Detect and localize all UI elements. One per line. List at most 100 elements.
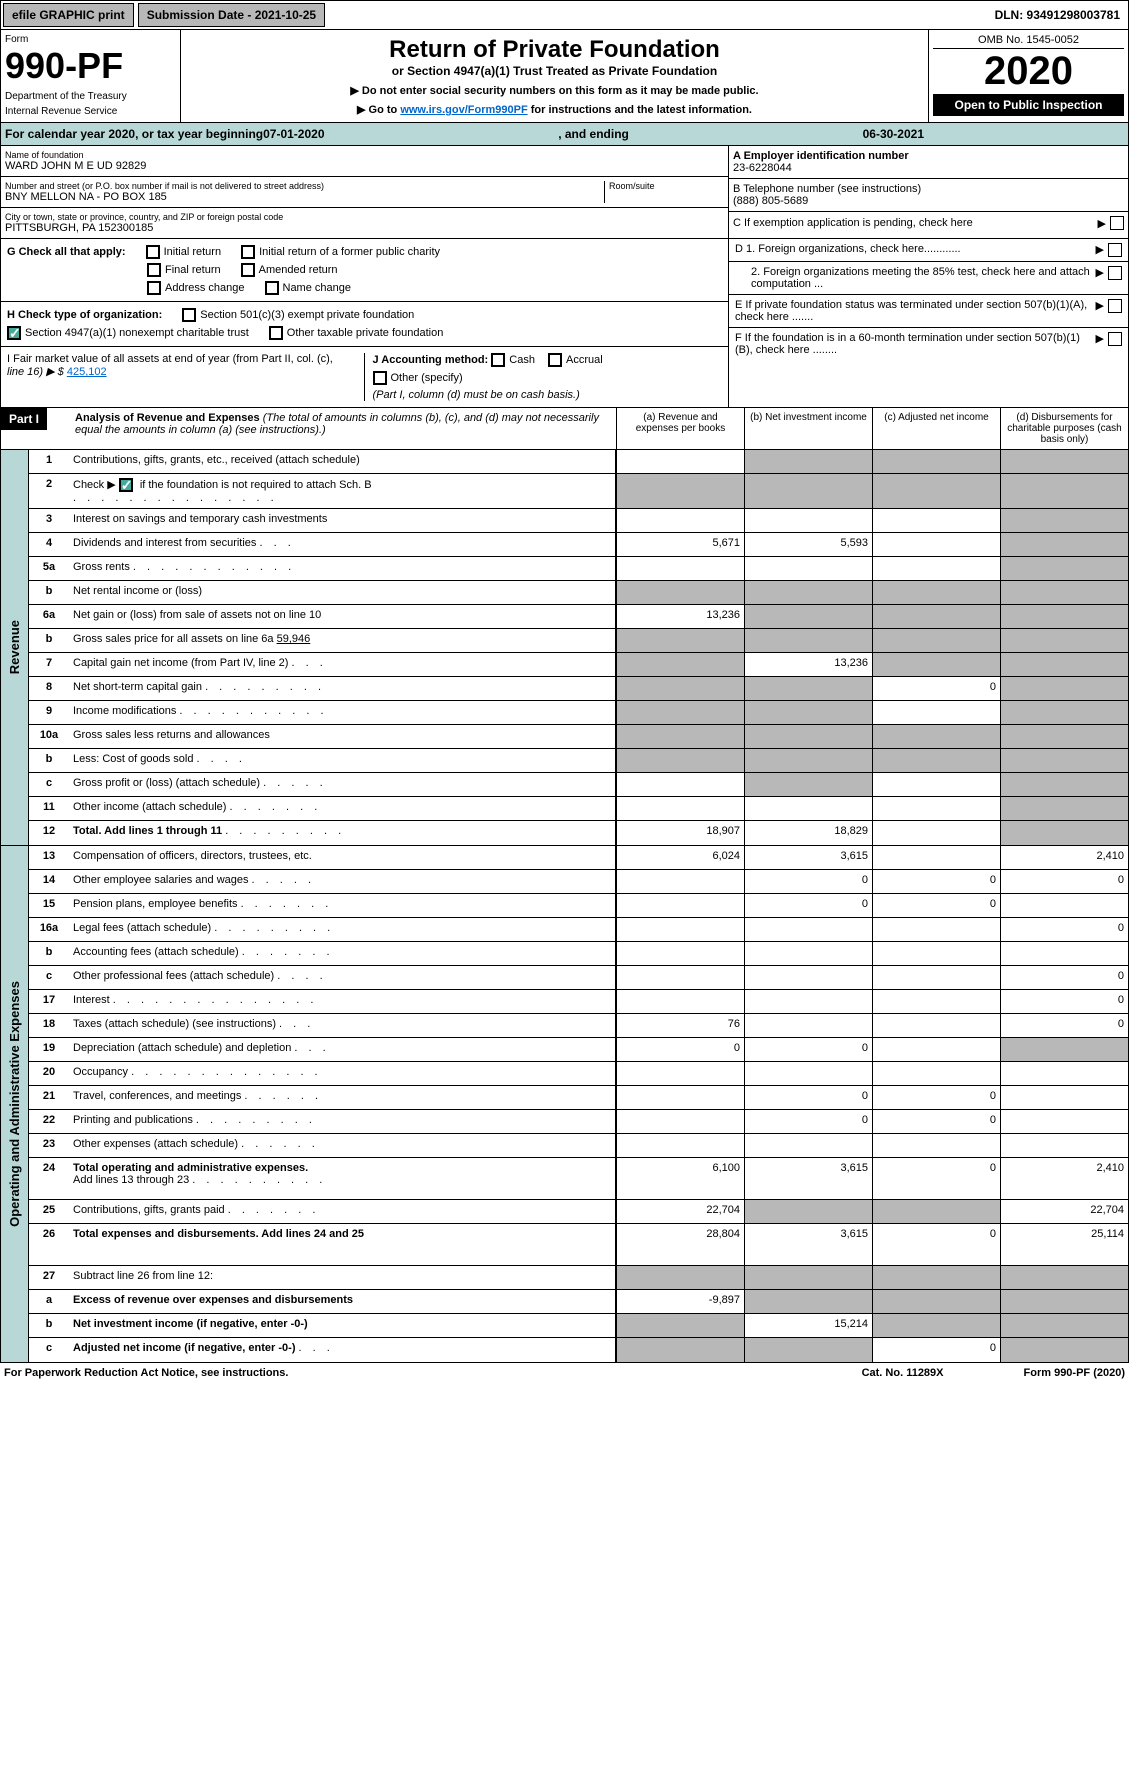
table-row: bAccounting fees (attach schedule) . . .… xyxy=(29,942,1128,966)
ein-label: A Employer identification number xyxy=(733,150,1124,162)
irs-link[interactable]: www.irs.gov/Form990PF xyxy=(400,104,527,116)
city-value: PITTSBURGH, PA 152300185 xyxy=(5,222,724,234)
year-begin: 07-01-2020 xyxy=(263,127,324,141)
dept-irs: Internal Revenue Service xyxy=(5,106,176,117)
table-row: 25Contributions, gifts, grants paid . . … xyxy=(29,1200,1128,1224)
phone-label: B Telephone number (see instructions) xyxy=(733,183,1124,195)
efile-button[interactable]: efile GRAPHIC print xyxy=(3,3,134,27)
table-row: 4Dividends and interest from securities … xyxy=(29,533,1128,557)
table-row: 26Total expenses and disbursements. Add … xyxy=(29,1224,1128,1266)
c-exemption-label: C If exemption application is pending, c… xyxy=(733,217,973,229)
identity-block: Name of foundation WARD JOHN M E UD 9282… xyxy=(0,146,1129,239)
form-footer: Form 990-PF (2020) xyxy=(1024,1367,1125,1379)
omb-number: OMB No. 1545-0052 xyxy=(933,34,1124,49)
form-subtitle: or Section 4947(a)(1) Trust Treated as P… xyxy=(187,64,922,78)
dln-label: DLN: 93491298003781 xyxy=(987,4,1128,26)
col-c-header: (c) Adjusted net income xyxy=(872,408,1000,449)
header-left: Form 990-PF Department of the Treasury I… xyxy=(1,30,181,122)
note-url: ▶ Go to www.irs.gov/Form990PF for instru… xyxy=(187,103,922,116)
table-row: 8Net short-term capital gain . . . . . .… xyxy=(29,677,1128,701)
part1-label: Part I xyxy=(1,408,47,430)
d1-label: D 1. Foreign organizations, check here..… xyxy=(735,243,1096,255)
name-label: Name of foundation xyxy=(5,150,724,160)
initial-return-checkbox[interactable] xyxy=(146,245,160,259)
expenses-side-label: Operating and Administrative Expenses xyxy=(1,846,29,1362)
cash-checkbox[interactable] xyxy=(491,353,505,367)
col-b-header: (b) Net investment income xyxy=(744,408,872,449)
table-row: 7Capital gain net income (from Part IV, … xyxy=(29,653,1128,677)
ein-value: 23-6228044 xyxy=(733,162,1124,174)
topbar: efile GRAPHIC print Submission Date - 20… xyxy=(0,0,1129,30)
footer: For Paperwork Reduction Act Notice, see … xyxy=(0,1363,1129,1383)
final-return-checkbox[interactable] xyxy=(147,263,161,277)
year-end: 06-30-2021 xyxy=(863,127,924,141)
revenue-side-label: Revenue xyxy=(1,450,29,845)
initial-former-checkbox[interactable] xyxy=(241,245,255,259)
header-right: OMB No. 1545-0052 2020 Open to Public In… xyxy=(928,30,1128,122)
footer-left: For Paperwork Reduction Act Notice, see … xyxy=(4,1367,288,1379)
calendar-year-row: For calendar year 2020, or tax year begi… xyxy=(0,123,1129,146)
e-label: E If private foundation status was termi… xyxy=(735,299,1096,323)
table-row: 19Depreciation (attach schedule) and dep… xyxy=(29,1038,1128,1062)
table-row: 24Total operating and administrative exp… xyxy=(29,1158,1128,1200)
f-checkbox[interactable] xyxy=(1108,332,1122,346)
d1-checkbox[interactable] xyxy=(1108,243,1122,257)
amended-return-checkbox[interactable] xyxy=(241,263,255,277)
addr-label: Number and street (or P.O. box number if… xyxy=(5,181,604,191)
city-label: City or town, state or province, country… xyxy=(5,212,724,222)
table-row: 3Interest on savings and temporary cash … xyxy=(29,509,1128,533)
other-taxable-checkbox[interactable] xyxy=(269,326,283,340)
checkbox-block: G Check all that apply: Initial return I… xyxy=(0,239,1129,408)
table-row: cAdjusted net income (if negative, enter… xyxy=(29,1338,1128,1362)
d2-checkbox[interactable] xyxy=(1108,266,1122,280)
fmv-value: 425,102 xyxy=(67,366,107,378)
submission-date-button[interactable]: Submission Date - 2021-10-25 xyxy=(138,3,325,27)
dept-treasury: Department of the Treasury xyxy=(5,91,176,102)
foundation-name: WARD JOHN M E UD 92829 xyxy=(5,160,724,172)
table-row: 14Other employee salaries and wages . . … xyxy=(29,870,1128,894)
expenses-section: Operating and Administrative Expenses 13… xyxy=(0,846,1129,1363)
table-row: 9Income modifications . . . . . . . . . … xyxy=(29,701,1128,725)
d2-label: 2. Foreign organizations meeting the 85%… xyxy=(735,266,1096,290)
name-change-checkbox[interactable] xyxy=(265,281,279,295)
j-note: (Part I, column (d) must be on cash basi… xyxy=(373,389,723,401)
i-label: I Fair market value of all assets at end… xyxy=(7,353,358,365)
tax-year: 2020 xyxy=(933,49,1124,94)
4947a1-checkbox[interactable] xyxy=(7,326,21,340)
table-row: 22Printing and publications . . . . . . … xyxy=(29,1110,1128,1134)
table-row: 23Other expenses (attach schedule) . . .… xyxy=(29,1134,1128,1158)
form-header: Form 990-PF Department of the Treasury I… xyxy=(0,30,1129,123)
i-j-row: I Fair market value of all assets at end… xyxy=(1,347,728,407)
table-row: 11Other income (attach schedule) . . . .… xyxy=(29,797,1128,821)
address: BNY MELLON NA - PO BOX 185 xyxy=(5,191,604,203)
table-row: 18Taxes (attach schedule) (see instructi… xyxy=(29,1014,1128,1038)
table-row: bNet rental income or (loss) xyxy=(29,581,1128,605)
inspection-label: Open to Public Inspection xyxy=(933,94,1124,116)
table-row: cGross profit or (loss) (attach schedule… xyxy=(29,773,1128,797)
e-checkbox[interactable] xyxy=(1108,299,1122,313)
accrual-checkbox[interactable] xyxy=(548,353,562,367)
table-row: cOther professional fees (attach schedul… xyxy=(29,966,1128,990)
table-row: aExcess of revenue over expenses and dis… xyxy=(29,1290,1128,1314)
table-row: 13Compensation of officers, directors, t… xyxy=(29,846,1128,870)
part1-desc: Analysis of Revenue and Expenses (The to… xyxy=(71,408,616,449)
part1-header-row: Part I Analysis of Revenue and Expenses … xyxy=(0,408,1129,450)
form-title: Return of Private Foundation xyxy=(187,36,922,64)
col-a-header: (a) Revenue and expenses per books xyxy=(616,408,744,449)
sch-b-checkbox[interactable] xyxy=(119,478,133,492)
header-center: Return of Private Foundation or Section … xyxy=(181,30,928,122)
table-row: 21Travel, conferences, and meetings . . … xyxy=(29,1086,1128,1110)
c-checkbox[interactable] xyxy=(1110,216,1124,230)
col-d-header: (d) Disbursements for charitable purpose… xyxy=(1000,408,1128,449)
table-row: 20Occupancy . . . . . . . . . . . . . . xyxy=(29,1062,1128,1086)
other-method-checkbox[interactable] xyxy=(373,371,387,385)
table-row: 16aLegal fees (attach schedule) . . . . … xyxy=(29,918,1128,942)
table-row: 6aNet gain or (loss) from sale of assets… xyxy=(29,605,1128,629)
501c3-checkbox[interactable] xyxy=(182,308,196,322)
table-row: 1Contributions, gifts, grants, etc., rec… xyxy=(29,450,1128,474)
g-row: G Check all that apply: Initial return I… xyxy=(1,239,728,302)
table-row: 10aGross sales less returns and allowanc… xyxy=(29,725,1128,749)
revenue-section: Revenue 1Contributions, gifts, grants, e… xyxy=(0,450,1129,846)
address-change-checkbox[interactable] xyxy=(147,281,161,295)
f-label: F If the foundation is in a 60-month ter… xyxy=(735,332,1096,356)
